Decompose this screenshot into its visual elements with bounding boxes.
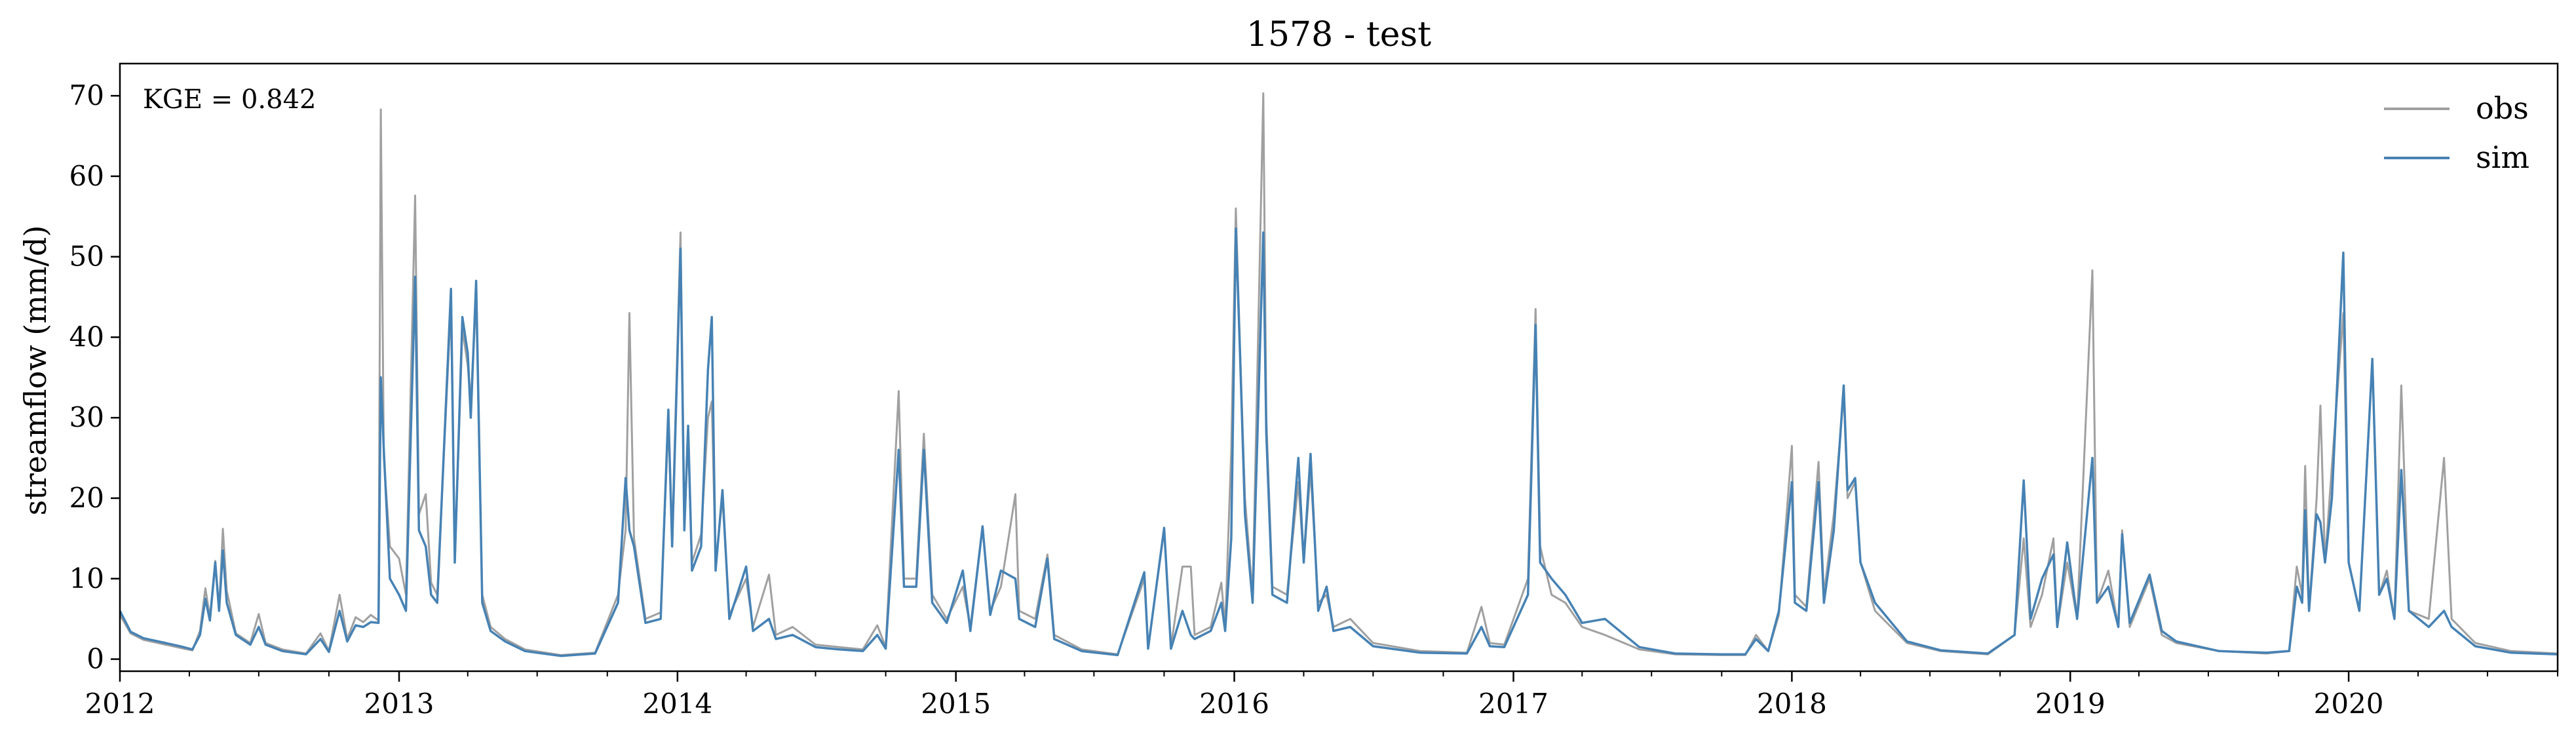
plot-frame	[119, 62, 2559, 673]
y-axis-label: streamflow (mm/d)	[18, 225, 53, 516]
series-layer	[119, 92, 2558, 657]
legend-label-obs: obs	[2476, 90, 2529, 126]
y-tick-label: 30	[69, 401, 104, 433]
y-tick-label: 0	[87, 643, 104, 675]
y-tick-label: 50	[69, 241, 104, 273]
y-axis-ticks: 0 10 20 30 40 50 60 70	[69, 79, 120, 675]
y-tick-label: 70	[69, 79, 104, 111]
x-tick-label: 2018	[1757, 688, 1827, 720]
x-tick-label: 2015	[921, 688, 991, 720]
kge-annotation: KGE = 0.842	[143, 85, 317, 115]
y-tick-label: 20	[69, 482, 104, 514]
x-axis-ticks: 2012 2013 2014 2015 2016 2017 2018 2019 2020	[85, 671, 2558, 720]
legend-label-sim: sim	[2476, 140, 2529, 175]
y-tick-label: 40	[69, 321, 104, 353]
x-tick-label: 2017	[1478, 688, 1548, 720]
legend: obs sim	[2384, 90, 2529, 175]
x-tick-label: 2012	[85, 688, 155, 720]
y-tick-label: 10	[69, 562, 104, 595]
x-tick-label: 2016	[1199, 688, 1269, 720]
chart-title: 1578 - test	[1246, 15, 1431, 54]
x-tick-label: 2013	[364, 688, 434, 720]
x-tick-label: 2020	[2314, 688, 2384, 720]
series-line-sim	[119, 227, 2558, 657]
x-tick-label: 2014	[642, 688, 712, 720]
y-tick-label: 60	[69, 160, 104, 192]
x-tick-label: 2019	[2035, 688, 2105, 720]
